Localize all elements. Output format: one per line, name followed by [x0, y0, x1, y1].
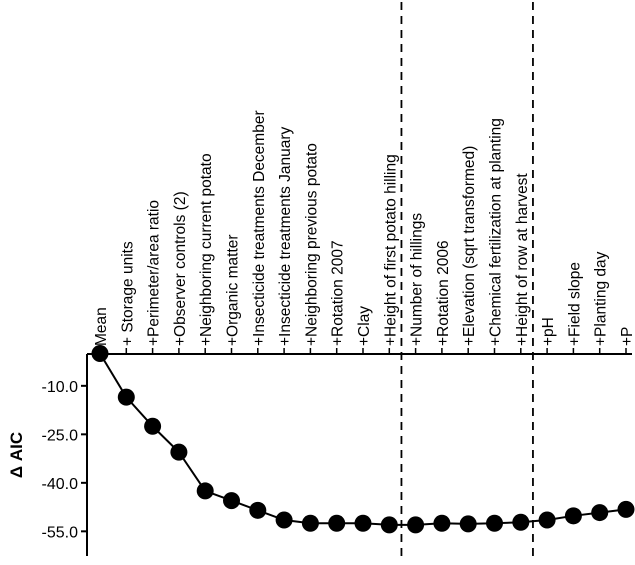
category-label: +Neighboring previous potato — [303, 143, 320, 346]
category-label: +P — [619, 327, 635, 346]
data-point — [538, 511, 556, 529]
data-point — [433, 514, 451, 532]
category-label: +Height of first potato hilling — [382, 154, 399, 346]
data-point — [486, 514, 503, 532]
category-label: +Rotation 2006 — [435, 240, 452, 346]
category-label: +Neighboring current potato — [198, 153, 215, 346]
data-point — [591, 504, 609, 522]
category-labels: Mean + Storage units +Perimeter/area ratio… — [93, 110, 635, 346]
data-point — [91, 345, 109, 362]
category-label: +pH — [540, 317, 557, 346]
category-label: +Clay — [356, 306, 373, 346]
data-point — [196, 482, 214, 500]
data-point — [617, 500, 635, 518]
data-point — [512, 513, 530, 531]
data-point — [459, 515, 477, 533]
axes: -10.0 -25.0 -40.0 -55.0 — [42, 348, 632, 556]
y-tick-label: -55.0 — [42, 524, 79, 541]
y-tick-label: -40.0 — [42, 476, 79, 493]
category-label: +Number of hillings — [409, 213, 426, 346]
data-point — [249, 501, 267, 519]
category-label: +Perimeter/area ratio — [146, 200, 163, 346]
category-label: +Planting day — [593, 251, 610, 346]
data-point — [223, 492, 240, 510]
data-point — [380, 516, 398, 534]
series — [91, 345, 635, 534]
y-tick-label: -25.0 — [42, 427, 79, 444]
data-point — [564, 507, 582, 525]
series-line — [99, 352, 627, 526]
category-label: +Chemical fertilization at planting — [488, 118, 505, 346]
category-label: +Elevation (sqrt transformed) — [461, 146, 478, 346]
y-axis-title: Δ AIC — [7, 432, 26, 478]
data-point — [407, 516, 425, 534]
data-point — [170, 443, 188, 461]
category-label: +Field slope — [566, 262, 583, 346]
category-label: +Insecticide treatments December — [251, 110, 268, 346]
category-label: Mean — [93, 307, 110, 346]
y-tick-label: -10.0 — [42, 379, 79, 396]
category-label: +Organic matter — [225, 234, 242, 346]
data-point — [354, 514, 372, 532]
category-label: +Rotation 2007 — [330, 240, 347, 346]
data-point — [144, 417, 162, 435]
category-label: +Observer controls (2) — [172, 191, 189, 346]
data-point — [301, 514, 319, 532]
category-label: +Height of row at harvest — [514, 173, 531, 346]
category-label: +Insecticide treatments January — [277, 126, 294, 346]
data-point — [328, 514, 346, 532]
data-point — [117, 388, 135, 406]
category-label: + Storage units — [119, 241, 136, 346]
data-point — [275, 511, 293, 529]
